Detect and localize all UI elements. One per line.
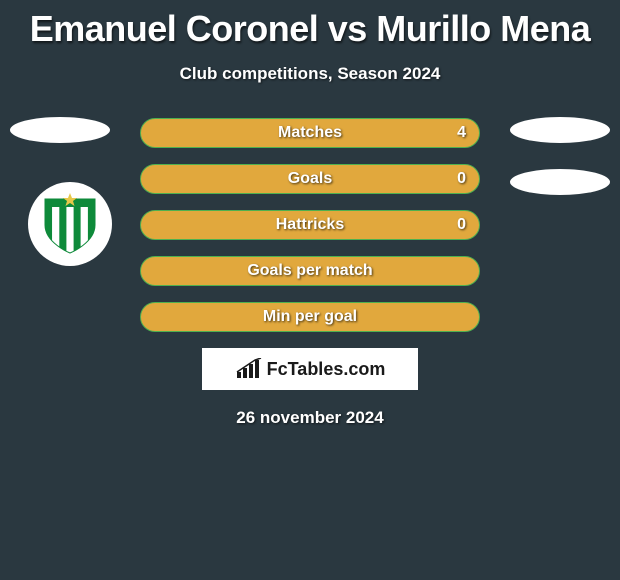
stat-row: Hattricks0	[140, 210, 480, 240]
footer-date: 26 november 2024	[0, 408, 620, 428]
stat-row: Matches4	[140, 118, 480, 148]
player-avatar-right-2	[510, 169, 610, 195]
stat-value: 0	[457, 210, 466, 240]
player-avatar-right-1	[510, 117, 610, 143]
club-badge	[28, 182, 112, 266]
brand-text: FcTables.com	[267, 359, 386, 380]
comparison-panel: Matches4 Goals0 Hattricks0 Goals per match M…	[0, 118, 620, 428]
player-avatar-left	[10, 117, 110, 143]
stat-bar	[140, 302, 480, 332]
subtitle: Club competitions, Season 2024	[0, 64, 620, 84]
stat-value: 0	[457, 164, 466, 194]
stat-bar	[140, 118, 480, 148]
stat-bar	[140, 256, 480, 286]
club-crest-icon	[39, 193, 101, 255]
stat-value: 4	[457, 118, 466, 148]
page-title: Emanuel Coronel vs Murillo Mena	[0, 0, 620, 50]
brand-chart-icon	[235, 358, 263, 380]
stat-row: Min per goal	[140, 302, 480, 332]
stats-bars: Matches4 Goals0 Hattricks0 Goals per match M…	[140, 118, 480, 332]
stat-bar	[140, 210, 480, 240]
stat-row: Goals per match	[140, 256, 480, 286]
stat-row: Goals0	[140, 164, 480, 194]
brand-box: FcTables.com	[202, 348, 418, 390]
stat-bar	[140, 164, 480, 194]
